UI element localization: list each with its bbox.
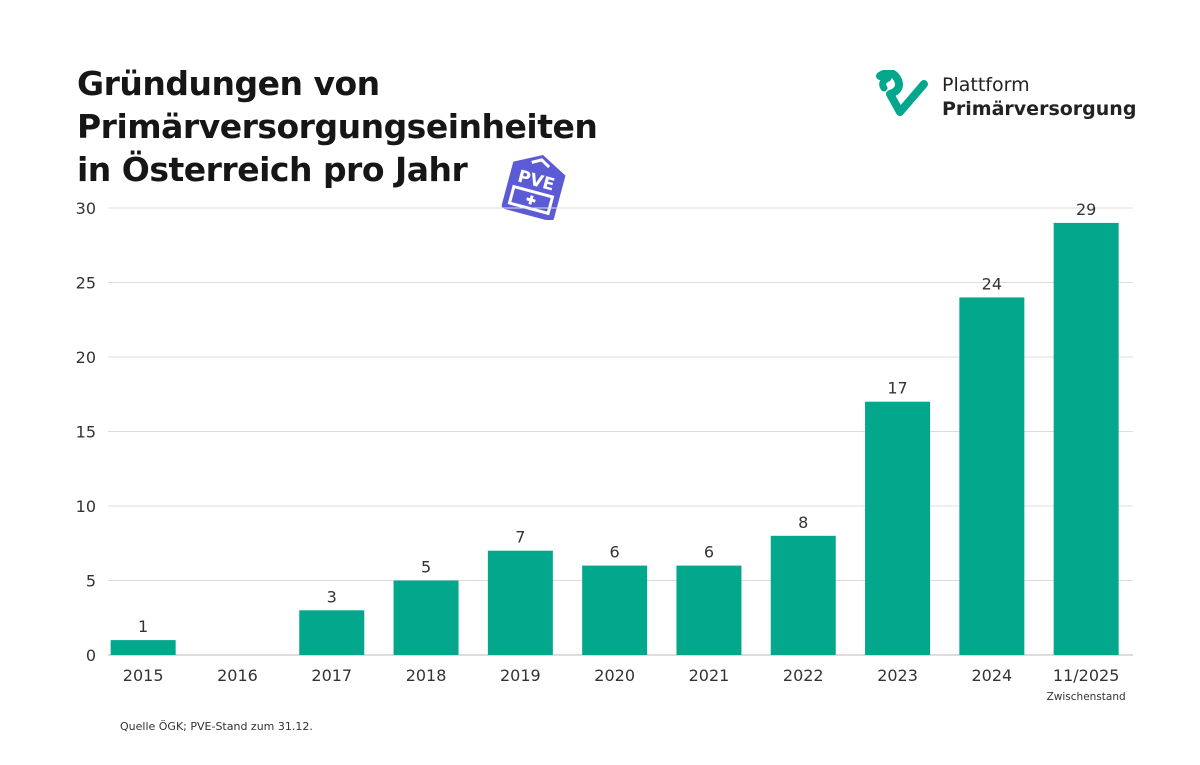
brand-name-line-2: Primärversorgung (942, 98, 1137, 120)
bar (959, 297, 1025, 655)
data-label: 17 (887, 379, 907, 398)
y-tick-label: 30 (76, 199, 96, 218)
x-tick-label: 2022 (783, 666, 824, 685)
y-tick-label: 0 (86, 646, 96, 665)
data-label: 5 (421, 558, 431, 577)
data-label: 1 (138, 617, 148, 636)
bar (582, 565, 648, 655)
bar (110, 640, 176, 655)
title-line-3: in Österreich (77, 150, 323, 189)
x-tick-label: 2024 (971, 666, 1012, 685)
bar (487, 550, 553, 655)
x-tick-label: 2018 (406, 666, 447, 685)
bar (676, 565, 742, 655)
x-tick-label: 2023 (877, 666, 918, 685)
title-line-2: Primärversorgungseinheiten (77, 107, 598, 146)
bar (299, 610, 365, 655)
data-label: 8 (798, 513, 808, 532)
bar (1053, 222, 1119, 655)
title-line-1: Gründungen von (77, 64, 380, 103)
x-tick-label: 2015 (123, 666, 164, 685)
data-label: 6 (610, 543, 620, 562)
bar (865, 401, 931, 655)
x-tick-note: Zwischenstand (1047, 691, 1126, 703)
x-tick-label: 2019 (500, 666, 541, 685)
x-tick-label: 11/2025 (1053, 666, 1119, 685)
data-label: 24 (982, 274, 1002, 293)
chart-title: Gründungen von Primärversorgungseinheite… (77, 62, 598, 191)
brand-name-line-1: Plattform (942, 74, 1030, 96)
data-label: 6 (704, 543, 714, 562)
y-tick-label: 20 (76, 348, 96, 367)
x-tick-label: 2017 (311, 666, 352, 685)
plattform-logo-icon (876, 70, 928, 116)
pve-badge-icon: PVE (501, 155, 566, 220)
bar (393, 580, 459, 655)
data-label: 7 (515, 528, 525, 547)
bar (770, 535, 836, 655)
x-tick-label: 2016 (217, 666, 258, 685)
data-label: 29 (1076, 200, 1096, 219)
y-tick-label: 15 (76, 423, 96, 442)
y-tick-label: 25 (76, 274, 96, 293)
data-label: 3 (327, 587, 337, 606)
y-tick-label: 10 (76, 497, 96, 516)
y-tick-label: 5 (86, 572, 96, 591)
source-note: Quelle ÖGK; PVE-Stand zum 31.12. (120, 720, 313, 733)
title-highlight: pro Jahr (322, 150, 468, 189)
x-tick-label: 2020 (594, 666, 635, 685)
x-tick-label: 2021 (689, 666, 730, 685)
